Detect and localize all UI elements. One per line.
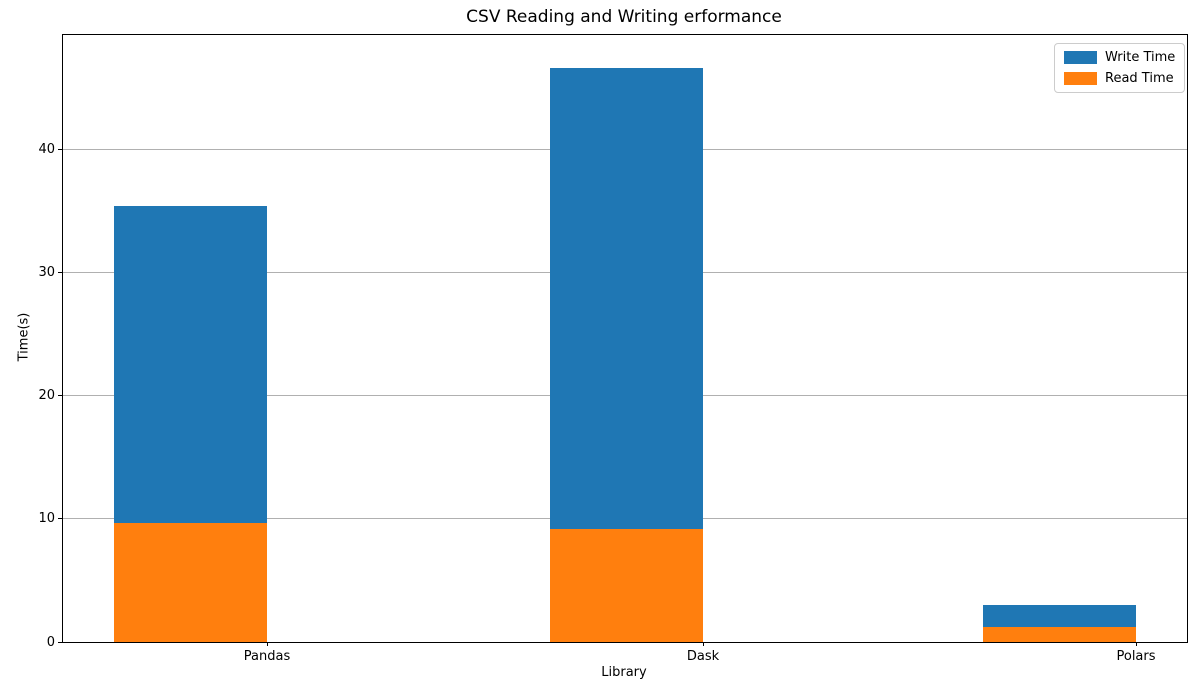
legend-item-write-time: Write Time (1064, 50, 1175, 65)
y-tick-label-0: 0 (46, 634, 55, 650)
y-axis-label: Time(s) (16, 312, 32, 362)
legend-label-write-time: Write Time (1105, 50, 1176, 65)
y-tick-30 (58, 272, 62, 274)
bar-polars-read-time (983, 627, 1136, 642)
bar-pandas-read-time (114, 523, 267, 642)
y-tick-20 (58, 395, 62, 397)
chart-title: CSV Reading and Writing erformance (466, 7, 782, 27)
legend-swatch-write-time (1064, 51, 1097, 64)
x-tick-pandas (266, 642, 268, 646)
legend: Write Time Read Time (1054, 43, 1186, 93)
y-tick-label-10: 10 (38, 511, 55, 527)
y-tick-label-40: 40 (38, 142, 55, 157)
legend-swatch-read-time (1064, 72, 1097, 85)
y-tick-0 (58, 641, 62, 643)
x-tick-label-dask: Dask (686, 649, 720, 664)
y-tick-10 (58, 518, 62, 520)
plot-area: 0 10 20 30 40 Pandas Dask Polars (38, 34, 1188, 664)
legend-item-read-time: Read Time (1064, 71, 1175, 86)
x-axis-label: Library (601, 665, 647, 680)
legend-label-read-time: Read Time (1105, 71, 1174, 86)
y-tick-label-30: 30 (38, 265, 55, 281)
y-tick-label-20: 20 (38, 388, 55, 404)
bar-dask-read-time (550, 529, 703, 642)
x-tick-label-pandas: Pandas (243, 649, 291, 664)
x-tick-dask (702, 642, 704, 646)
x-tick-label-polars: Polars (1116, 649, 1156, 664)
y-tick-40 (58, 149, 62, 150)
x-tick-polars (1135, 642, 1137, 646)
